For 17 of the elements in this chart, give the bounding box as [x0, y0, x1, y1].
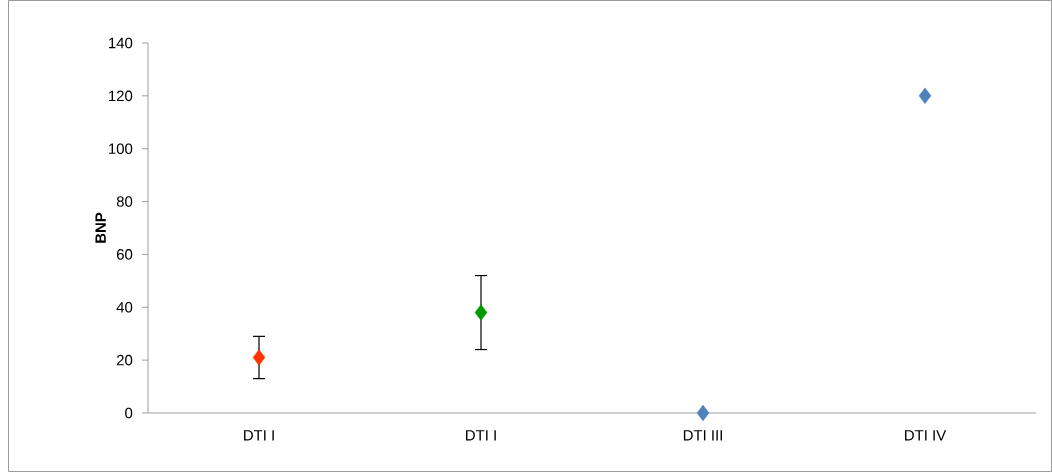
y-tick-label: 100 — [109, 143, 133, 154]
point — [696, 404, 710, 422]
x-tick-label: DTI I — [244, 430, 274, 441]
y-axis-title: BNP — [95, 212, 106, 243]
y-tick-label: 40 — [116, 301, 133, 313]
point — [918, 87, 932, 105]
y-tick-label: 60 — [116, 249, 133, 260]
x-tick-label: DTI I — [466, 430, 496, 441]
y-tick-label: 120 — [109, 90, 133, 102]
y-tick-label: 0 — [125, 407, 133, 419]
x-tick-label: DTI III — [683, 430, 722, 441]
point — [252, 349, 266, 366]
y-tick-label: 140 — [109, 37, 133, 49]
y-tick-label: 20 — [116, 354, 133, 366]
y-tick-label: 80 — [116, 196, 133, 207]
point — [474, 304, 488, 321]
x-tick-label: DTI IV — [905, 430, 947, 441]
